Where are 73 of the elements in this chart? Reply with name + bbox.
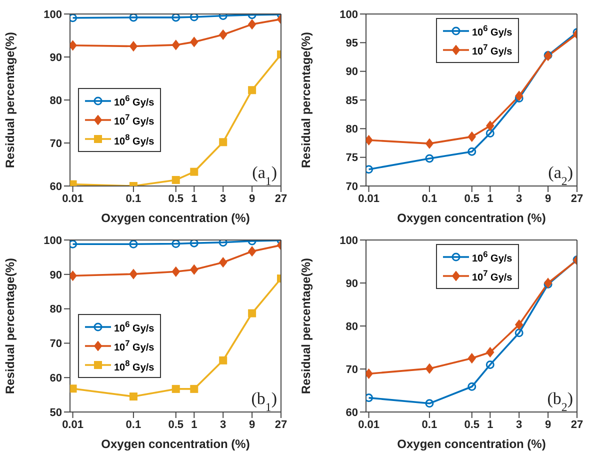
legend-label: 10$^{7}$ Gy/s — [114, 111, 154, 130]
legend-label: 10$^{8}$ Gy/s — [114, 356, 154, 375]
y-tick-label: 100 — [340, 234, 358, 247]
legend-label: 10$^{6}$ Gy/s — [114, 318, 154, 336]
annotation: (a$_{1}$) — [252, 163, 277, 188]
legend-label: 10$^{8}$ Gy/s — [114, 130, 154, 149]
legend-label: 10$^{7}$ Gy/s — [472, 41, 512, 60]
y-tick-label: 70 — [346, 180, 358, 193]
x-tick-label: 3 — [516, 418, 522, 431]
y-tick-label: 80 — [50, 94, 62, 107]
x-tick-label: 9 — [544, 418, 552, 431]
x-tick-label: 27 — [274, 192, 288, 205]
x-tick-label: 0.01 — [358, 418, 380, 431]
x-tick-label: 3 — [220, 192, 226, 205]
y-tick-label: 100 — [44, 234, 62, 247]
x-tick-label: 0.5 — [168, 418, 184, 431]
y-axis-title: Residual percentage(%) — [299, 32, 313, 168]
legend-label: 10$^{7}$ Gy/s — [472, 267, 512, 286]
legend-label: 10$^{7}$ Gy/s — [114, 337, 154, 356]
x-axis-title: Oxygen concentration (%) — [101, 437, 250, 451]
x-tick-label: 3 — [516, 192, 522, 205]
x-axis-title: Oxygen concentration (%) — [101, 211, 250, 225]
y-tick-label: 100 — [44, 8, 62, 21]
y-tick-label: 75 — [346, 152, 358, 164]
x-tick-label: 9 — [544, 192, 552, 205]
y-tick-label: 85 — [346, 94, 358, 107]
legend-label: 10$^{6}$ Gy/s — [472, 248, 512, 266]
y-tick-label: 95 — [346, 38, 358, 50]
x-tick-label: 27 — [570, 418, 584, 431]
annotation: (b$_{1}$) — [251, 389, 277, 414]
y-tick-label: 90 — [346, 278, 358, 290]
y-tick-label: 60 — [50, 372, 62, 385]
x-tick-label: 0.5 — [464, 192, 480, 205]
x-tick-label: 0.5 — [168, 192, 184, 205]
x-axis-title: Oxygen concentration (%) — [397, 211, 546, 225]
y-tick-label: 90 — [346, 66, 358, 78]
y-tick-label: 50 — [50, 406, 62, 419]
y-axis-title: Residual percentage(%) — [299, 258, 313, 394]
y-tick-label: 80 — [346, 320, 358, 333]
x-tick-label: 1 — [487, 192, 494, 205]
y-tick-label: 90 — [50, 52, 62, 64]
y-tick-label: 70 — [346, 364, 358, 376]
x-tick-label: 0.1 — [422, 418, 438, 431]
x-tick-label: 0.5 — [464, 418, 480, 431]
y-tick-label: 100 — [340, 8, 358, 21]
x-tick-label: 9 — [248, 418, 256, 431]
x-tick-label: 27 — [274, 418, 288, 431]
annotation: (b$_{2}$) — [547, 389, 573, 414]
y-tick-label: 70 — [50, 338, 62, 350]
x-tick-label: 0.1 — [422, 192, 438, 205]
x-tick-label: 9 — [248, 192, 256, 205]
y-tick-label: 90 — [50, 269, 62, 282]
x-tick-label: 0.01 — [62, 418, 84, 431]
y-axis-title: Residual percentage(%) — [3, 32, 17, 168]
legend-label: 10$^{6}$ Gy/s — [472, 22, 512, 40]
y-tick-label: 60 — [346, 406, 358, 419]
x-axis-title: Oxygen concentration (%) — [397, 437, 546, 451]
x-tick-label: 27 — [570, 192, 584, 205]
y-tick-label: 70 — [50, 138, 62, 150]
y-tick-label: 80 — [346, 124, 358, 136]
y-axis-title: Residual percentage(%) — [3, 258, 17, 394]
x-tick-label: 0.01 — [358, 192, 380, 205]
y-tick-label: 60 — [50, 180, 62, 193]
x-tick-label: 1 — [487, 418, 494, 431]
x-tick-label: 1 — [191, 192, 198, 205]
x-tick-label: 1 — [191, 418, 198, 431]
x-tick-label: 0.1 — [126, 192, 142, 205]
x-tick-label: 0.01 — [62, 192, 84, 205]
x-tick-label: 3 — [220, 418, 226, 431]
x-tick-label: 0.1 — [126, 418, 142, 431]
legend-label: 10$^{6}$ Gy/s — [114, 92, 154, 110]
y-tick-label: 80 — [50, 304, 62, 316]
annotation: (a$_{2}$) — [548, 163, 573, 188]
